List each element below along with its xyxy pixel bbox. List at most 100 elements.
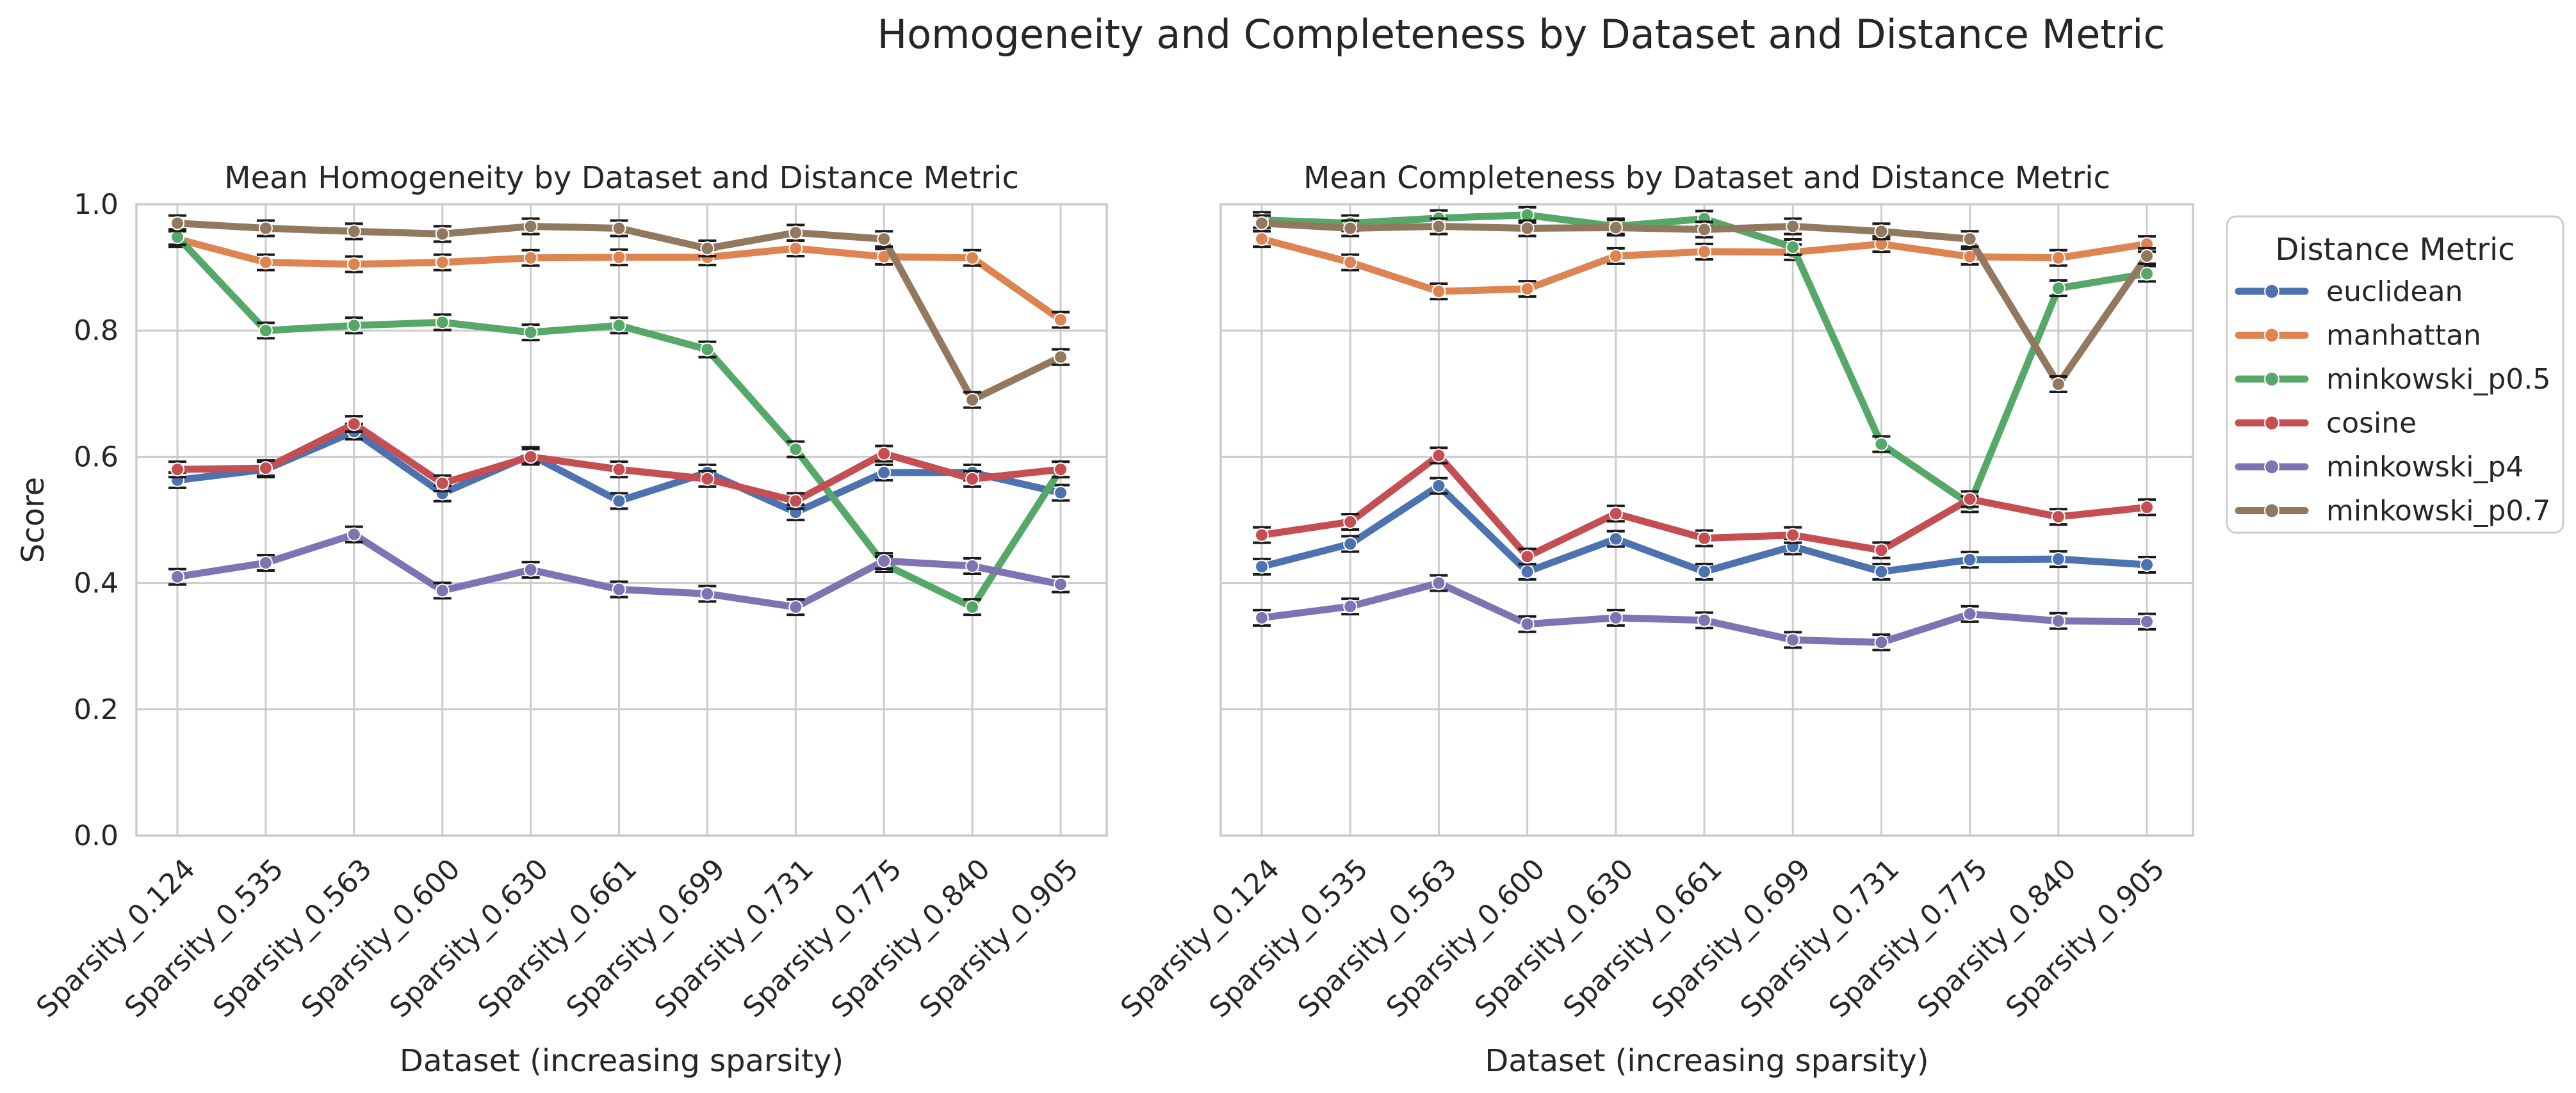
- x-tick-label: Sparsity_0.731: [649, 853, 820, 1024]
- x-tick-label: Sparsity_0.775: [737, 853, 908, 1024]
- data-point-cosine: [965, 471, 980, 486]
- x-tick-label: Sparsity_0.124: [30, 853, 202, 1024]
- data-point-minkowski_p0.5: [258, 323, 273, 338]
- legend-marker-euclidean: [2264, 284, 2279, 299]
- data-point-euclidean: [1608, 531, 1623, 546]
- legend-marker-minkowski_p4: [2264, 459, 2279, 474]
- figure-suptitle: Homogeneity and Completeness by Dataset …: [877, 11, 2165, 58]
- data-point-minkowski_p0.7: [1520, 221, 1535, 236]
- data-point-minkowski_p0.7: [965, 393, 980, 407]
- data-point-minkowski_p0.5: [2051, 281, 2066, 296]
- data-point-minkowski_p4: [2140, 614, 2154, 629]
- data-point-euclidean: [1697, 564, 1711, 579]
- x-tick-label: Sparsity_0.535: [1203, 853, 1374, 1024]
- x-tick-label: Sparsity_0.661: [472, 853, 644, 1024]
- data-point-manhattan: [258, 255, 273, 270]
- data-point-minkowski_p4: [788, 600, 803, 615]
- data-point-minkowski_p0.7: [1697, 222, 1711, 237]
- x-tick-label: Sparsity_0.630: [384, 853, 555, 1024]
- y-axis-label: Score: [15, 477, 51, 563]
- x-tick-label: Sparsity_0.699: [560, 853, 732, 1024]
- data-point-minkowski_p4: [1255, 610, 1269, 625]
- data-point-cosine: [612, 462, 626, 477]
- data-point-minkowski_p4: [2051, 613, 2066, 628]
- data-point-minkowski_p4: [1054, 577, 1068, 592]
- data-point-manhattan: [435, 255, 450, 270]
- data-point-cosine: [2140, 500, 2154, 515]
- data-point-minkowski_p4: [1786, 633, 1800, 647]
- legend-marker-manhattan: [2264, 327, 2279, 343]
- data-point-minkowski_p0.7: [170, 216, 184, 231]
- data-point-cosine: [1962, 492, 1977, 506]
- data-point-minkowski_p0.7: [700, 241, 715, 256]
- data-point-manhattan: [346, 257, 361, 271]
- data-point-manhattan: [2051, 250, 2066, 265]
- legend-label-manhattan: manhattan: [2326, 320, 2481, 352]
- data-point-manhattan: [965, 250, 980, 265]
- data-point-cosine: [170, 462, 184, 477]
- x-tick-label: Sparsity_0.661: [1557, 853, 1729, 1024]
- data-point-minkowski_p0.7: [523, 219, 538, 234]
- data-point-euclidean: [1431, 478, 1446, 493]
- x-tick-label: Sparsity_0.905: [913, 853, 1085, 1024]
- data-point-minkowski_p0.5: [170, 230, 184, 245]
- x-tick-label: Sparsity_0.840: [1911, 853, 2083, 1024]
- data-point-minkowski_p0.5: [2140, 266, 2154, 281]
- data-point-minkowski_p0.7: [1431, 219, 1446, 234]
- x-tick-label: Sparsity_0.124: [1114, 853, 1286, 1024]
- panel-title: Mean Homogeneity by Dataset and Distance…: [224, 160, 1019, 196]
- y-tick-label: 0.8: [74, 314, 118, 347]
- data-point-minkowski_p0.7: [788, 225, 803, 240]
- data-point-minkowski_p0.7: [1962, 232, 1977, 247]
- data-point-manhattan: [1608, 248, 1623, 263]
- x-tick-label: Sparsity_0.731: [1734, 853, 1906, 1024]
- data-point-minkowski_p4: [170, 569, 184, 584]
- legend: Distance Metric euclidean manhattan minkows…: [2226, 215, 2564, 534]
- x-tick-label: Sparsity_0.840: [825, 853, 997, 1024]
- data-point-minkowski_p0.7: [1608, 220, 1623, 235]
- data-point-cosine: [1255, 528, 1269, 542]
- data-point-manhattan: [788, 241, 803, 256]
- legend-label-minkowski_p0.7: minkowski_p0.7: [2326, 495, 2550, 528]
- data-point-cosine: [1697, 531, 1711, 546]
- data-point-manhattan: [1520, 282, 1535, 296]
- data-point-minkowski_p0.5: [788, 442, 803, 457]
- data-point-minkowski_p0.7: [612, 221, 626, 236]
- data-point-manhattan: [1431, 284, 1446, 299]
- data-point-minkowski_p0.5: [700, 342, 715, 357]
- data-point-minkowski_p4: [612, 582, 626, 597]
- completeness-panel: Sparsity_0.124Sparsity_0.535Sparsity_0.5…: [1114, 160, 2194, 1079]
- data-point-minkowski_p4: [1608, 610, 1623, 625]
- data-point-cosine: [2051, 510, 2066, 524]
- data-point-minkowski_p4: [1520, 617, 1535, 631]
- legend-title: Distance Metric: [2275, 232, 2515, 268]
- data-point-minkowski_p0.5: [346, 318, 361, 333]
- data-point-minkowski_p0.7: [2051, 377, 2066, 392]
- data-point-cosine: [258, 461, 273, 476]
- data-point-cosine: [1343, 514, 1358, 529]
- data-point-minkowski_p0.7: [877, 232, 892, 247]
- data-point-minkowski_p0.7: [1054, 350, 1068, 364]
- homogeneity-panel: 0.00.20.40.60.81.0Sparsity_0.124Sparsity…: [15, 160, 1108, 1079]
- data-point-euclidean: [2140, 558, 2154, 572]
- data-point-minkowski_p4: [1343, 599, 1358, 614]
- data-point-euclidean: [2051, 552, 2066, 567]
- data-point-minkowski_p4: [523, 562, 538, 577]
- x-tick-label: Sparsity_0.563: [207, 853, 379, 1024]
- panel-title: Mean Completeness by Dataset and Distanc…: [1303, 160, 2110, 196]
- data-point-minkowski_p0.7: [1343, 221, 1358, 236]
- data-point-minkowski_p4: [258, 556, 273, 571]
- data-point-cosine: [523, 449, 538, 464]
- data-point-minkowski_p4: [1874, 635, 1889, 650]
- data-point-cosine: [435, 476, 450, 490]
- data-point-minkowski_p0.7: [1255, 216, 1269, 231]
- data-point-cosine: [346, 417, 361, 432]
- data-point-cosine: [788, 494, 803, 508]
- data-point-minkowski_p0.7: [2140, 248, 2154, 263]
- data-point-minkowski_p0.5: [1786, 240, 1800, 255]
- data-point-minkowski_p0.7: [258, 221, 273, 236]
- data-point-minkowski_p4: [435, 583, 450, 598]
- data-point-euclidean: [612, 494, 626, 508]
- legend-marker-cosine: [2264, 415, 2279, 431]
